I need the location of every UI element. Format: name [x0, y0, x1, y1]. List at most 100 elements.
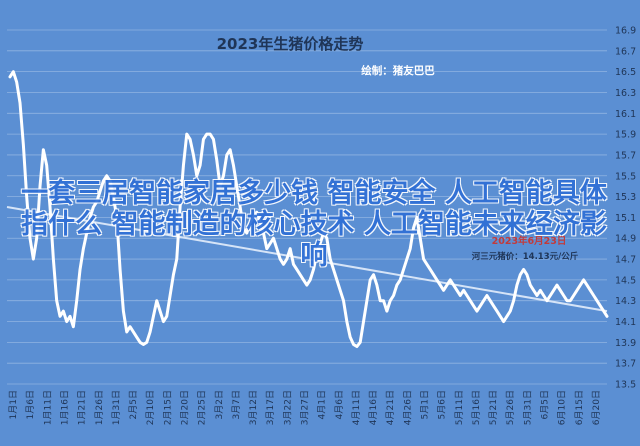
- data-point: [192, 154, 195, 156]
- x-axis-tick-labels: 1月1日 1月6日 1月11日 1月16日 1月21日 1月26日 1月31日 2月5日 2月1…: [8, 390, 602, 425]
- data-point: [606, 315, 608, 317]
- data-point: [529, 284, 531, 286]
- data-point: [256, 211, 258, 213]
- data-point: [199, 164, 201, 166]
- x-tick-label: 5月11日: [454, 390, 465, 425]
- x-tick-label: 1月6日: [25, 390, 36, 419]
- data-point: [326, 237, 328, 239]
- data-point: [306, 284, 308, 286]
- data-point: [553, 289, 555, 291]
- x-tick-label: 6月10日: [557, 390, 568, 425]
- data-point: [439, 284, 441, 286]
- data-point: [136, 336, 138, 338]
- data-point: [346, 320, 348, 323]
- data-point: [206, 133, 208, 135]
- x-tick-label: 4月21日: [385, 390, 396, 425]
- x-tick-label: 1月26日: [94, 390, 105, 425]
- data-point: [523, 268, 525, 271]
- data-point: [506, 315, 508, 317]
- x-tick-label: 5月21日: [488, 390, 499, 425]
- annotation-date: 2023年6月23日: [492, 235, 567, 247]
- data-point: [176, 258, 178, 260]
- data-point: [272, 237, 275, 239]
- x-tick-label: 1月11日: [42, 390, 53, 425]
- y-tick-label: 14.7: [615, 255, 636, 266]
- x-tick-label: 1月16日: [60, 390, 71, 425]
- x-tick-label: 5月1日: [420, 390, 431, 419]
- data-point: [312, 268, 315, 271]
- y-tick-label: 16.9: [615, 26, 636, 37]
- y-tick-label: 16.5: [615, 67, 636, 78]
- data-point: [246, 232, 248, 234]
- data-point: [329, 258, 331, 260]
- data-point: [159, 310, 161, 312]
- data-point: [76, 300, 78, 302]
- data-point: [232, 164, 235, 166]
- data-point: [179, 206, 181, 208]
- x-tick-label: 1月1日: [8, 390, 19, 419]
- x-tick-label: 1月31日: [111, 390, 122, 425]
- data-point: [386, 310, 388, 312]
- chart-title: 2023年生猪价格走势: [217, 35, 364, 53]
- x-tick-label: 1月21日: [77, 390, 88, 425]
- data-point: [603, 310, 605, 312]
- data-point: [556, 284, 558, 286]
- x-tick-label: 4月26日: [402, 390, 413, 425]
- data-point: [496, 310, 498, 312]
- data-point: [86, 232, 88, 234]
- annotation-price: 河三元猪价：14.13元/公斤: [472, 251, 579, 262]
- data-point: [509, 310, 511, 312]
- data-point: [126, 331, 128, 333]
- data-point: [309, 279, 311, 281]
- data-point: [472, 305, 475, 307]
- x-tick-label: 5月31日: [522, 390, 533, 425]
- data-point: [536, 294, 538, 297]
- data-point: [563, 294, 565, 297]
- data-point: [302, 279, 305, 281]
- data-point: [59, 315, 61, 317]
- y-tick-label: 14.9: [615, 234, 636, 245]
- y-tick-label: 13.5: [615, 380, 636, 391]
- x-tick-label: 4月11日: [351, 390, 362, 425]
- data-point: [22, 143, 24, 146]
- x-tick-label: 5月16日: [471, 390, 482, 425]
- data-point: [29, 237, 31, 239]
- data-point: [452, 284, 455, 286]
- data-point: [446, 284, 448, 286]
- data-point: [69, 315, 71, 317]
- data-point: [579, 284, 581, 286]
- data-point: [229, 149, 231, 151]
- data-point: [359, 341, 361, 343]
- data-point: [589, 289, 591, 291]
- chart-subtitle: 绘制：猪友巴巴: [361, 64, 435, 77]
- data-point: [332, 268, 335, 271]
- data-point: [586, 284, 588, 286]
- data-point: [583, 279, 585, 281]
- y-tick-label: 13.9: [615, 338, 636, 349]
- data-point: [422, 258, 425, 260]
- data-point: [282, 263, 285, 265]
- data-point: [416, 216, 418, 219]
- y-tick-label: 13.7: [615, 359, 636, 370]
- data-point: [102, 180, 104, 182]
- y-tick-label: 16.7: [615, 46, 636, 57]
- data-point: [46, 164, 48, 166]
- data-point: [219, 185, 221, 187]
- data-point: [182, 164, 185, 166]
- series-layer: [8, 70, 609, 349]
- data-point: [72, 326, 74, 328]
- y-tick-label: 15.9: [615, 130, 636, 141]
- data-point: [109, 180, 111, 182]
- y-tick-label: 15.7: [615, 150, 636, 161]
- data-point: [396, 284, 398, 286]
- data-point: [259, 222, 261, 224]
- data-point: [369, 279, 371, 281]
- data-point: [479, 305, 481, 307]
- y-tick-label: 14.3: [615, 296, 636, 307]
- data-point: [516, 284, 518, 286]
- x-tick-label: 4月16日: [368, 390, 379, 425]
- data-point: [239, 206, 241, 208]
- x-tick-label: 2月10日: [145, 390, 156, 425]
- data-point: [429, 268, 431, 271]
